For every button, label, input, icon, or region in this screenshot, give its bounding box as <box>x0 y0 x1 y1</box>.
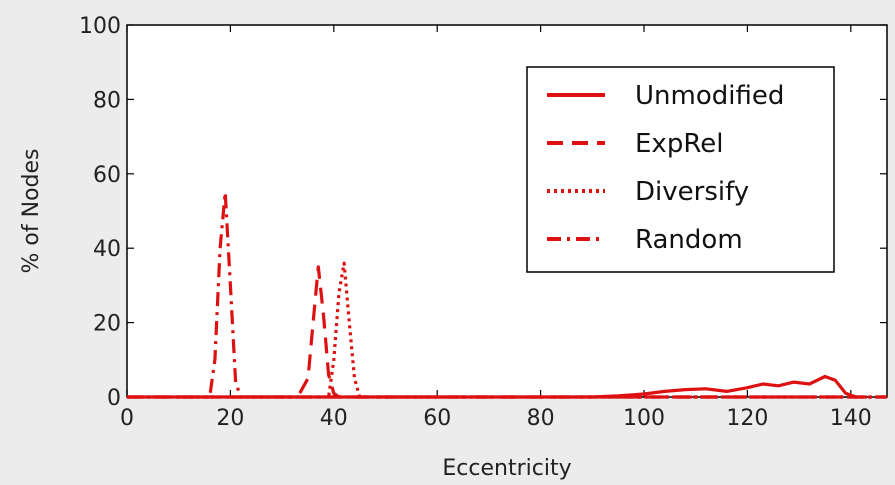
legend-label-diversify: Diversify <box>635 177 749 207</box>
legend-label-random: Random <box>635 225 743 255</box>
series-line-exprel <box>127 265 887 399</box>
x-tick-label: 40 <box>320 406 348 431</box>
x-tick-label: 20 <box>216 406 244 431</box>
x-tick-label: 100 <box>623 406 665 431</box>
x-axis-label: Eccentricity <box>442 456 571 481</box>
y-tick-label: 60 <box>93 163 121 188</box>
y-axis-label: % of Nodes <box>19 149 44 274</box>
x-tick-label: 120 <box>726 406 768 431</box>
series-line-random <box>127 190 887 399</box>
legend-label-unmodified: Unmodified <box>635 81 784 111</box>
x-tick-label: 60 <box>423 406 451 431</box>
y-tick-label: 40 <box>93 237 121 262</box>
legend-label-exprel: ExpRel <box>635 129 723 159</box>
y-tick-label: 20 <box>93 312 121 337</box>
x-tick-label: 140 <box>830 406 872 431</box>
y-tick-label: 0 <box>107 386 121 411</box>
series-line-unmodified <box>127 374 857 399</box>
legend: Unmodified ExpRel Diversify Random <box>526 66 835 273</box>
y-tick-label: 100 <box>79 14 121 39</box>
x-tick-label: 0 <box>120 406 134 431</box>
y-tick-label: 80 <box>93 88 121 113</box>
x-tick-label: 80 <box>527 406 555 431</box>
series-line-diversify <box>127 261 887 399</box>
